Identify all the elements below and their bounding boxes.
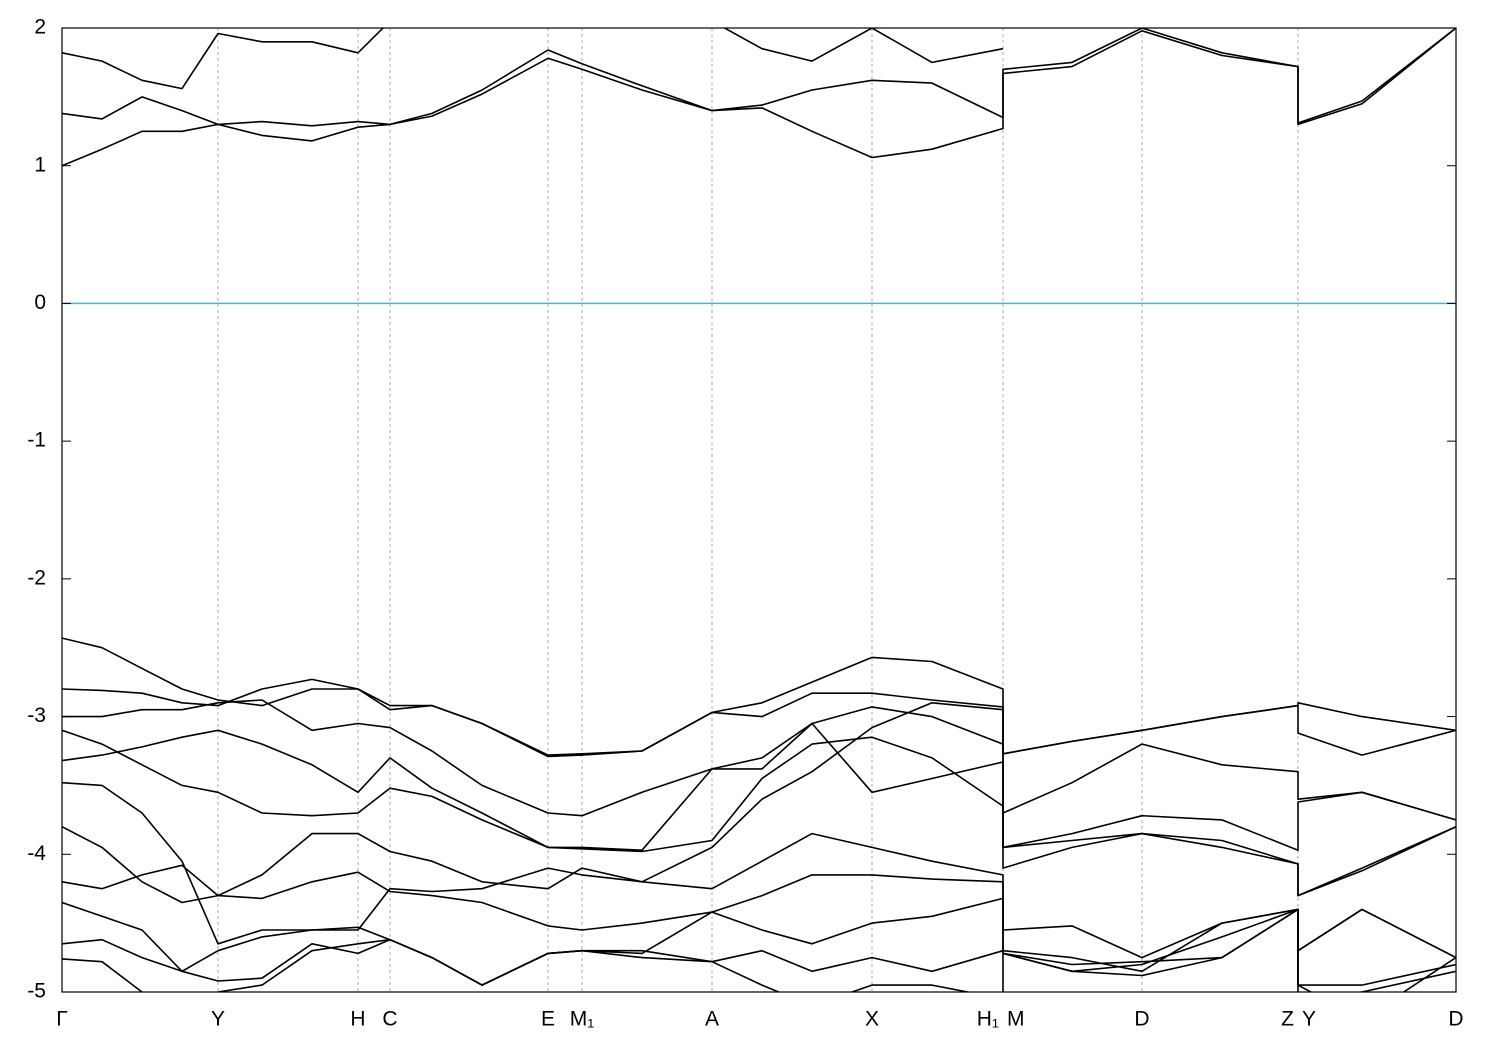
- x-tick-label: A: [705, 1008, 719, 1031]
- y-tick-label: -5: [27, 980, 46, 1003]
- x-tick-label: H: [350, 1008, 365, 1031]
- x-tick-label: Γ: [56, 1008, 68, 1031]
- band: [62, 678, 1456, 758]
- y-tick-label: -4: [27, 842, 46, 865]
- x-tick-label: Y: [1302, 1008, 1316, 1031]
- plot-frame: [61, 27, 1457, 993]
- y-tick-label: -3: [27, 704, 46, 727]
- band: [62, 28, 1456, 127]
- band: [62, 864, 1456, 973]
- x-tick-label: C: [382, 1008, 397, 1031]
- band: [62, 908, 1456, 992]
- band: [722, 28, 1004, 64]
- y-tick-label: -1: [27, 429, 46, 452]
- y-tick-label: 1: [34, 153, 46, 176]
- x-tick-label: M: [1007, 1008, 1025, 1031]
- x-tick-label: Y: [211, 1008, 225, 1031]
- y-tick-label: 0: [34, 291, 46, 314]
- x-tick-label: D: [1134, 1008, 1149, 1031]
- band: [62, 897, 1456, 992]
- x-tick-label: Z: [1281, 1008, 1294, 1031]
- band: [62, 908, 1456, 986]
- band: [62, 28, 1456, 167]
- bands: [62, 28, 1456, 992]
- x-tick-label: M₁: [570, 1008, 595, 1031]
- x-tick-label: H₁: [977, 1008, 999, 1031]
- band: [62, 28, 385, 90]
- y-tick-label: 2: [34, 16, 46, 39]
- band: [62, 729, 1456, 853]
- band: [62, 825, 1456, 959]
- x-tick-label: E: [541, 1008, 555, 1031]
- band: [62, 722, 1456, 897]
- x-tick-label: X: [865, 1008, 879, 1031]
- y-tick-label: -2: [27, 566, 46, 589]
- x-tick-label: D: [1448, 1008, 1463, 1031]
- band: [62, 699, 1456, 821]
- band: [62, 702, 1456, 945]
